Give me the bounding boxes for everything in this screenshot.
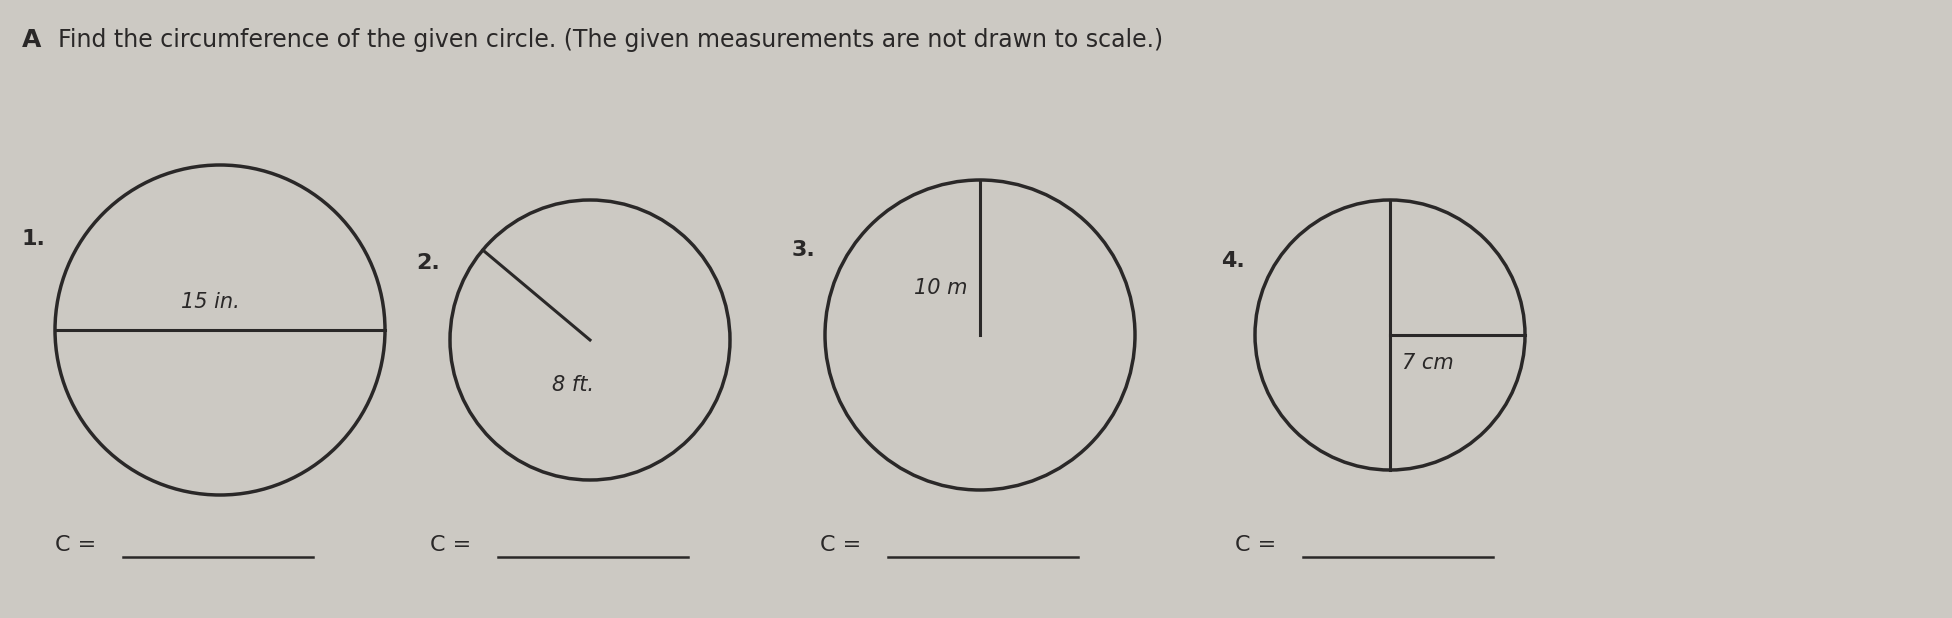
Text: C =: C = <box>429 535 470 555</box>
Text: 4.: 4. <box>1222 251 1245 271</box>
Text: 1.: 1. <box>21 229 45 249</box>
Text: Find the circumference of the given circle. (The given measurements are not draw: Find the circumference of the given circ… <box>59 28 1163 52</box>
Text: 15 in.: 15 in. <box>182 292 240 312</box>
Text: 10 m: 10 m <box>914 279 968 298</box>
Text: A: A <box>21 28 41 52</box>
Text: 7 cm: 7 cm <box>1402 353 1454 373</box>
Text: 3.: 3. <box>791 240 816 260</box>
Text: C =: C = <box>820 535 861 555</box>
Text: 8 ft.: 8 ft. <box>552 375 593 395</box>
Text: C =: C = <box>1236 535 1277 555</box>
Text: 2.: 2. <box>416 253 439 273</box>
Text: C =: C = <box>55 535 96 555</box>
